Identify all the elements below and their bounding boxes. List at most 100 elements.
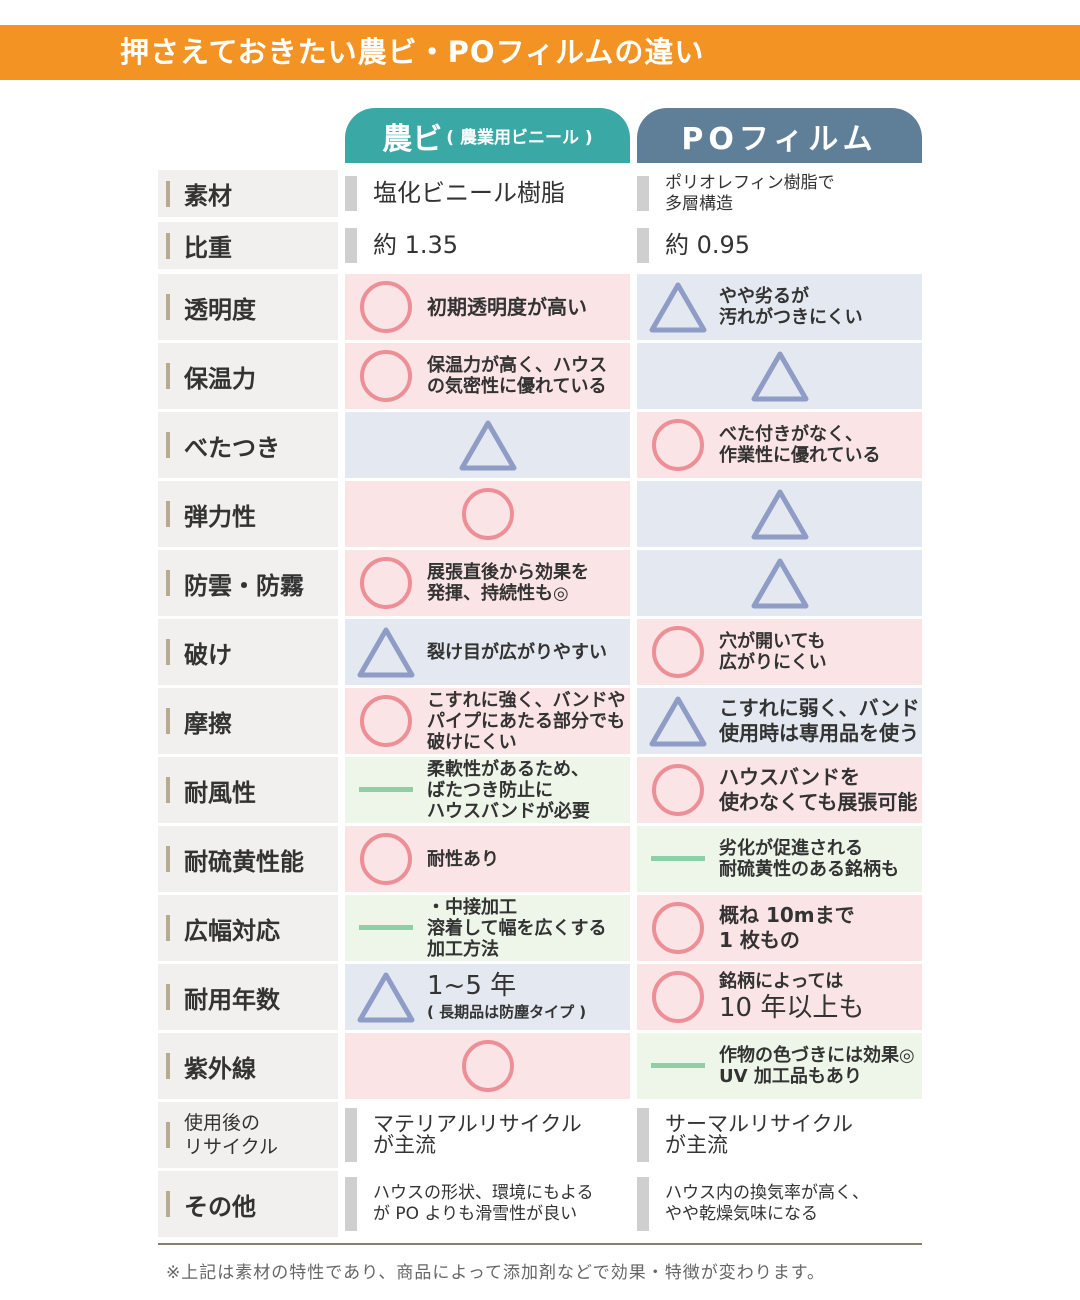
nobi-cell: 裂け目が広がりやすい — [345, 619, 630, 685]
circle-icon — [351, 555, 421, 611]
dash-icon — [351, 785, 421, 795]
circle-icon — [453, 486, 523, 542]
cell-text: ハウス内の換気率が高く、 やや乾燥気味になる — [665, 1183, 869, 1225]
nobi-cell — [345, 412, 630, 478]
cell-text: こすれに弱く、バンド 使用時は専用品を使う — [719, 696, 920, 746]
po-cell — [637, 481, 922, 547]
page-title: 押さえておきたい農ビ・POフィルムの違い — [120, 35, 705, 69]
dash-icon — [643, 854, 713, 864]
cell-text-main: 展張直後から効果を 発揮、持続性も◎ — [427, 562, 589, 604]
cell-text: ・中接加工 溶着して幅を広くする 加工方法 — [427, 897, 606, 960]
circle-icon — [643, 624, 713, 680]
row-label-text: べたつき — [184, 433, 280, 462]
cell-text-main: 概ね 10mまで 1 枚もの — [719, 903, 855, 952]
triangle-icon — [453, 418, 523, 472]
cell-text: 初期透明度が高い — [427, 295, 587, 320]
po-cell: 劣化が促進される 耐硫黄性のある銘柄も — [637, 826, 922, 892]
circle-icon — [351, 693, 421, 749]
nobi-cell — [345, 1033, 630, 1099]
table-row: 摩擦 こすれに強く、バンドや パイプにあたる部分でも 破けにくい こすれに弱く、バン… — [158, 688, 922, 754]
po-cell: 作物の色づきには効果◎ UV 加工品もあり — [637, 1033, 922, 1099]
circle-icon — [643, 900, 713, 956]
cell-text-main: マテリアルリサイクル が主流 — [373, 1112, 582, 1157]
row-label: 耐用年数 — [158, 964, 338, 1030]
cell-text: 作物の色づきには効果◎ UV 加工品もあり — [719, 1045, 915, 1087]
footnote: ※上記は素材の特性であり、商品によって添加剤などで効果・特徴が変わります。 — [166, 1263, 825, 1283]
row-label-text: 透明度 — [184, 295, 256, 324]
nobi-cell — [345, 481, 630, 547]
row-label-text: 素材 — [184, 182, 232, 210]
row-label-text: 摩擦 — [184, 709, 232, 738]
cell-text: 保温力が高く、ハウス の気密性に優れている — [427, 355, 607, 397]
po-cell: ハウス内の換気率が高く、 やや乾燥気味になる — [637, 1171, 922, 1237]
po-cell: こすれに弱く、バンド 使用時は専用品を使う — [637, 688, 922, 754]
row-label: 摩擦 — [158, 688, 338, 754]
nobi-cell: こすれに強く、バンドや パイプにあたる部分でも 破けにくい — [345, 688, 630, 754]
title-banner: 押さえておきたい農ビ・POフィルムの違い — [0, 25, 1080, 80]
cell-text: 概ね 10mまで 1 枚もの — [719, 903, 855, 953]
triangle-icon — [351, 970, 421, 1024]
row-label: 広幅対応 — [158, 895, 338, 961]
row-label: 素材 — [158, 170, 338, 217]
nobi-cell: ハウスの形状、環境にもよる が PO よりも滑雪性が良い — [345, 1171, 630, 1237]
row-label: 使用後の リサイクル — [158, 1102, 338, 1168]
table-row: 破け 裂け目が広がりやすい 穴が開いても 広がりにくい — [158, 619, 922, 685]
circle-icon — [351, 348, 421, 404]
cell-text: 耐性あり — [427, 849, 499, 870]
row-label: 比重 — [158, 222, 338, 269]
nobi-cell: 初期透明度が高い — [345, 274, 630, 340]
cell-text: マテリアルリサイクル が主流 — [373, 1114, 582, 1156]
cell-text-main: こすれに強く、バンドや パイプにあたる部分でも 破けにくい — [427, 689, 626, 753]
cell-text: 劣化が促進される 耐硫黄性のある銘柄も — [719, 838, 899, 880]
cell-text-main: 裂け目が広がりやすい — [427, 641, 607, 663]
table-row: 使用後の リサイクル マテリアルリサイクル が主流 サーマルリサイクル が主流 — [158, 1102, 922, 1168]
nobi-cell: 保温力が高く、ハウス の気密性に優れている — [345, 343, 630, 409]
row-label: 破け — [158, 619, 338, 685]
circle-icon — [351, 831, 421, 887]
cell-text: 銘柄によっては 10 年以上も — [719, 971, 864, 1024]
row-label: べたつき — [158, 412, 338, 478]
cell-text-main: やや劣るが 汚れがつきにくい — [719, 286, 863, 328]
cell-text-main: 作物の色づきには効果◎ UV 加工品もあり — [719, 1045, 915, 1087]
cell-text: ハウスの形状、環境にもよる が PO よりも滑雪性が良い — [373, 1183, 594, 1225]
row-label-text: 弾力性 — [184, 502, 256, 531]
po-cell — [637, 550, 922, 616]
cell-text-main: ハウスバンドを 使わなくても展張可能 — [719, 765, 918, 814]
col2-title: POフィルム — [681, 121, 878, 157]
po-cell: 約 0.95 — [637, 222, 922, 269]
po-cell: べた付きがなく、 作業性に優れている — [637, 412, 922, 478]
row-label-text: 耐風性 — [184, 778, 256, 807]
nobi-cell: マテリアルリサイクル が主流 — [345, 1102, 630, 1168]
cell-big-text: 10 年以上も — [719, 992, 865, 1023]
cell-text: サーマルリサイクル が主流 — [665, 1114, 853, 1156]
divider — [158, 1243, 922, 1245]
table-row: 紫外線 作物の色づきには効果◎ UV 加工品もあり — [158, 1033, 922, 1099]
triangle-icon — [643, 280, 713, 334]
row-label: 保温力 — [158, 343, 338, 409]
table-row: 耐硫黄性能 耐性あり 劣化が促進される 耐硫黄性のある銘柄も — [158, 826, 922, 892]
cell-text-main: 1~5 年 — [427, 971, 517, 1001]
po-cell: 穴が開いても 広がりにくい — [637, 619, 922, 685]
col1-subtitle: ( 農業用ビニール ) — [446, 128, 593, 148]
table-row: 透明度 初期透明度が高い やや劣るが 汚れがつきにくい — [158, 274, 922, 340]
cell-text: 穴が開いても 広がりにくい — [719, 631, 827, 673]
cell-text: 塩化ビニール樹脂 — [373, 181, 565, 205]
circle-icon — [643, 762, 713, 818]
table-row: 耐風性 柔軟性があるため、 ばたつき防止に ハウスバンドが必要 ハウスバンドを 使わ… — [158, 757, 922, 823]
cell-text-main: 穴が開いても 広がりにくい — [719, 631, 827, 673]
cell-text: 約 1.35 — [373, 233, 458, 257]
cell-text: ハウスバンドを 使わなくても展張可能 — [719, 765, 917, 815]
column-header-nobi: 農ビ( 農業用ビニール ) — [345, 108, 630, 163]
row-label-text: 広幅対応 — [184, 916, 280, 945]
row-label-text: 防雲・防霧 — [184, 571, 304, 600]
cell-text-main: 保温力が高く、ハウス の気密性に優れている — [427, 355, 607, 397]
triangle-icon — [745, 349, 815, 403]
dash-icon — [351, 923, 421, 933]
triangle-icon — [745, 487, 815, 541]
row-label-text: 比重 — [184, 234, 232, 262]
cell-text-main: ポリオレフィン樹脂で 多層構造 — [665, 172, 835, 214]
row-label: 耐風性 — [158, 757, 338, 823]
circle-icon — [643, 417, 713, 473]
row-label-text: 耐用年数 — [184, 985, 280, 1014]
table-row: 素材 塩化ビニール樹脂 ポリオレフィン樹脂で 多層構造 — [158, 170, 922, 217]
